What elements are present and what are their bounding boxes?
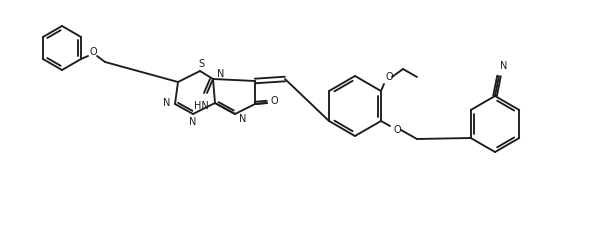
Text: O: O <box>270 96 278 106</box>
Text: O: O <box>393 125 401 135</box>
Text: N: N <box>217 69 224 79</box>
Text: HN: HN <box>193 101 208 111</box>
Text: S: S <box>198 59 204 69</box>
Text: O: O <box>385 72 393 82</box>
Text: N: N <box>189 117 196 127</box>
Text: O: O <box>89 47 97 57</box>
Text: N: N <box>500 61 507 71</box>
Text: N: N <box>164 98 171 108</box>
Text: N: N <box>239 114 247 124</box>
